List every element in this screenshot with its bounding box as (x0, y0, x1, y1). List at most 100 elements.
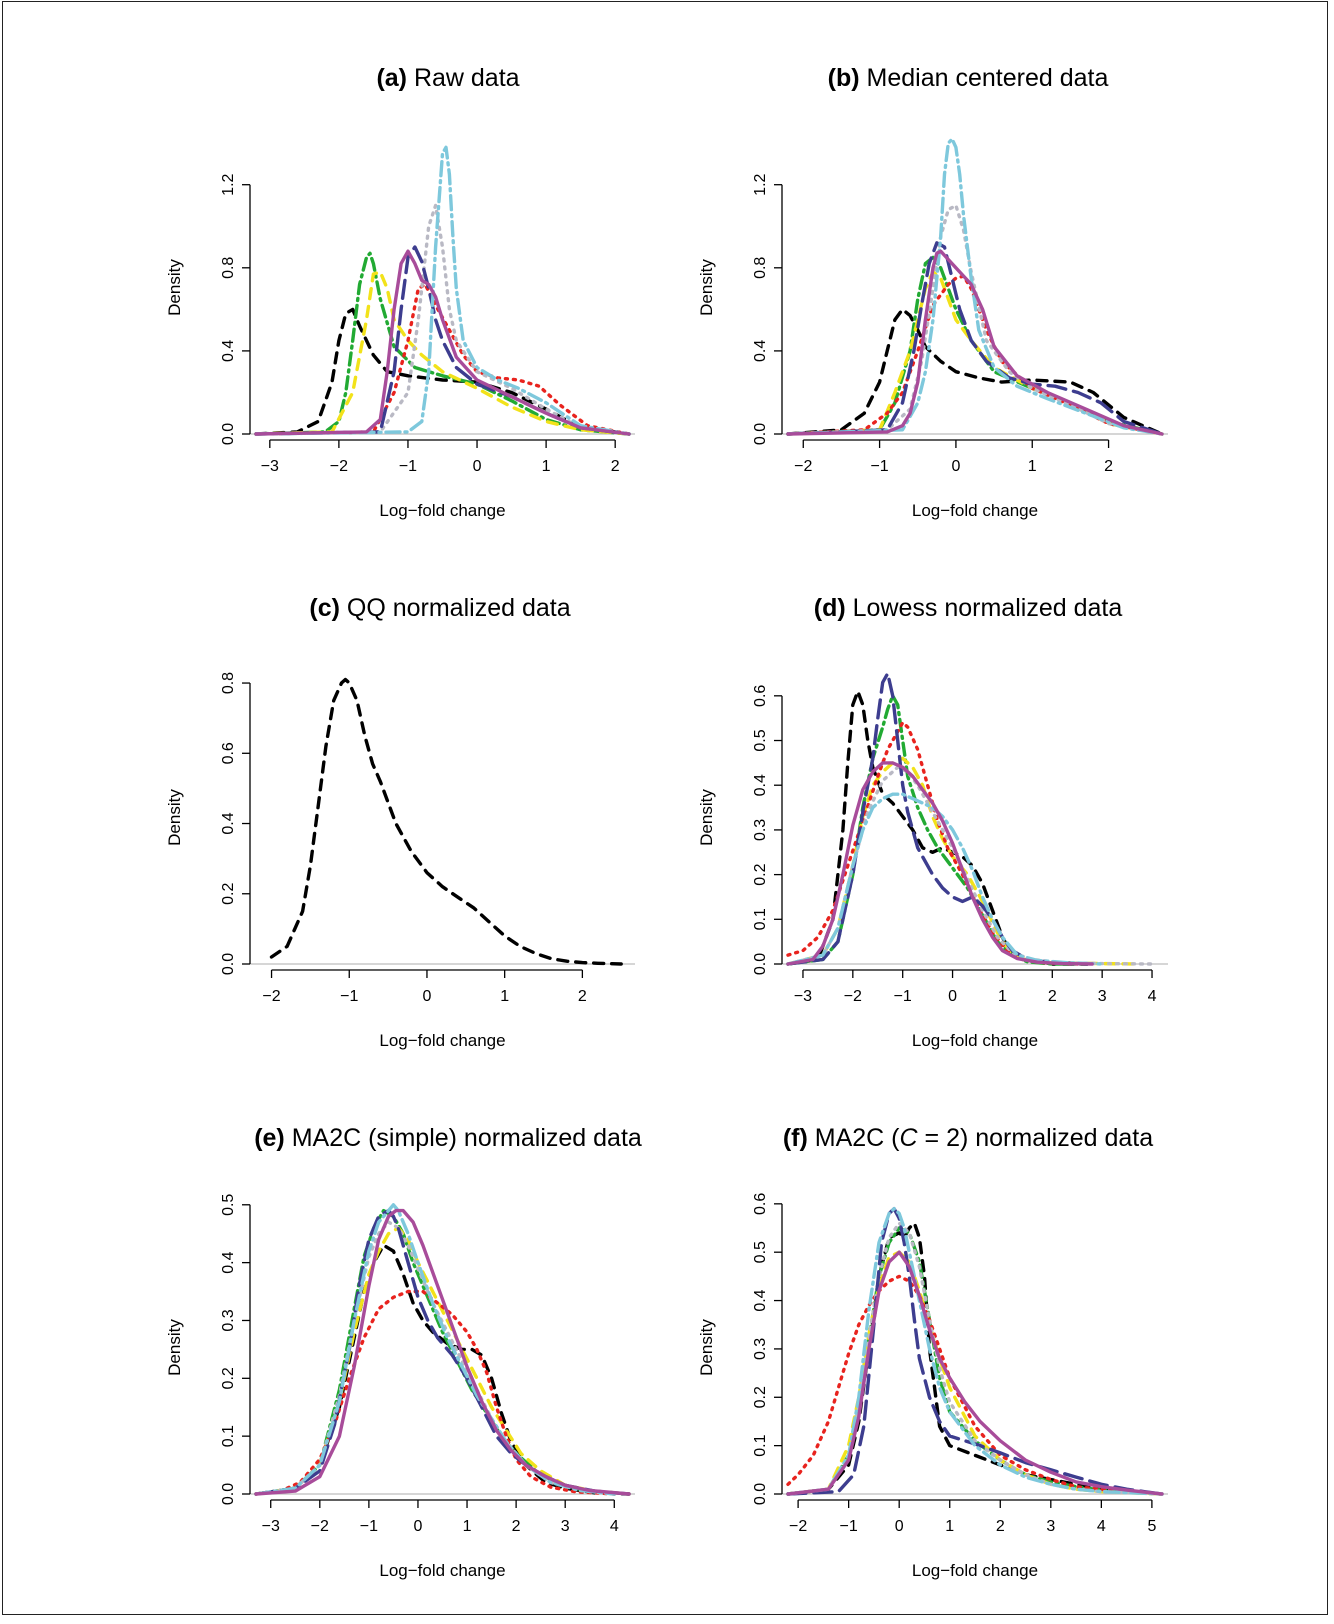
x-tick-label: −1 (360, 1518, 378, 1535)
chart-title-text: QQ normalized data (347, 594, 571, 622)
x-tick-label: 0 (473, 458, 482, 475)
chart-title: (f) MA2C (C = 2) normalized data (783, 1124, 1153, 1152)
chart-panel-0: (a) Raw data −3 −2 −1 0 1 2 0.0 0.4 0.8 1.2 Log−fol… (165, 64, 635, 520)
y-tick-label: 0.4 (220, 812, 237, 834)
y-tick-label: 0.8 (220, 672, 237, 694)
x-axis-label: Log−fold change (912, 501, 1038, 520)
y-tick-label: 0.6 (220, 742, 237, 764)
chart-panel-4: (e) MA2C (simple) normalized data −3 −2 −1 0… (165, 1124, 642, 1580)
y-tick-label: 0.6 (752, 1193, 769, 1215)
x-tick-label: 2 (611, 458, 620, 475)
y-tick-label: 0.0 (752, 423, 769, 445)
chart-title-tag: (f) (783, 1124, 815, 1152)
y-tick-label: 0.2 (220, 883, 237, 905)
y-tick-label: 0.0 (220, 1483, 237, 1505)
series-line-red-dotted (254, 282, 631, 436)
x-tick-label: 0 (423, 988, 432, 1005)
series-line-skyblue-dashdot (786, 137, 1164, 436)
x-tick-label: −1 (870, 458, 888, 475)
x-tick-label: 1 (998, 988, 1007, 1005)
chart-title: (a) Raw data (376, 64, 519, 92)
x-tick-label: 3 (1098, 988, 1107, 1005)
x-tick-label: −1 (894, 988, 912, 1005)
x-axis-label: Log−fold change (379, 1031, 505, 1050)
y-tick-label: 0.1 (220, 1425, 237, 1447)
y-tick-label: 1.2 (220, 173, 237, 195)
x-tick-label: 1 (542, 458, 551, 475)
series-line-grey-dotted (254, 203, 631, 436)
x-tick-label: 0 (951, 458, 960, 475)
x-tick-label: 2 (1048, 988, 1057, 1005)
chart-title-variable: C (900, 1124, 919, 1152)
x-tick-label: −2 (789, 1518, 807, 1535)
chart-title: (c) QQ normalized data (309, 594, 570, 622)
series-line-magenta-solid (786, 249, 1164, 436)
x-tick-label: 4 (1148, 988, 1157, 1005)
x-tick-label: −2 (844, 988, 862, 1005)
y-tick-label: 0.2 (752, 863, 769, 885)
x-tick-label: 1 (1028, 458, 1037, 475)
y-axis-label: Density (165, 789, 184, 846)
y-tick-label: 0.8 (220, 257, 237, 279)
y-axis-label: Density (697, 1319, 716, 1376)
x-axis-label: Log−fold change (379, 501, 505, 520)
series-line-magenta-solid (786, 1250, 1164, 1496)
series-line-yellow-dashed (254, 270, 631, 436)
y-tick-label: 0.0 (752, 953, 769, 975)
series-line-navy-longdash (786, 241, 1164, 436)
x-tick-label: 1 (945, 1518, 954, 1535)
x-tick-label: 4 (1097, 1518, 1106, 1535)
y-tick-label: 0.2 (752, 1386, 769, 1408)
y-axis-label: Density (165, 259, 184, 316)
series-line-green-dashdot (254, 251, 631, 436)
x-tick-label: −2 (330, 458, 348, 475)
x-axis-label: Log−fold change (912, 1031, 1038, 1050)
chart-title-text: MA2C ( (815, 1124, 900, 1152)
x-tick-label: 3 (561, 1518, 570, 1535)
series-line-red-dotted (254, 1289, 616, 1496)
series-line-red-dotted (786, 1274, 1164, 1496)
chart-title: (b) Median centered data (828, 64, 1109, 92)
series-line-yellow-dashed (254, 1226, 631, 1496)
y-tick-label: 0.0 (220, 423, 237, 445)
y-tick-label: 1.2 (752, 173, 769, 195)
x-tick-label: 1 (500, 988, 509, 1005)
y-tick-label: 0.3 (752, 819, 769, 841)
chart-title-tag: (b) (828, 64, 867, 92)
series-line-black-dashed (269, 677, 623, 966)
y-tick-label: 0.4 (220, 340, 237, 362)
y-tick-label: 0.4 (752, 340, 769, 362)
y-tick-label: 0.3 (220, 1309, 237, 1331)
y-tick-label: 0.5 (752, 1241, 769, 1263)
y-tick-label: 0.0 (220, 953, 237, 975)
x-tick-label: 2 (512, 1518, 521, 1535)
x-tick-label: −3 (794, 988, 812, 1005)
series-line-skyblue-dashdot (254, 145, 631, 436)
y-axis-label: Density (697, 789, 716, 846)
x-tick-label: 4 (610, 1518, 619, 1535)
x-tick-label: 2 (1104, 458, 1113, 475)
chart-panel-3: (d) Lowess normalized data −3 −2 −1 0 1 2 3 4 0.0… (697, 594, 1168, 1050)
chart-panel-2: (c) QQ normalized data −2 −1 0 1 2 0.0 0.2 0.4 0.… (165, 594, 635, 1050)
x-tick-label: 2 (996, 1518, 1005, 1535)
series-line-magenta-solid (786, 761, 1094, 966)
chart-title-text: Median centered data (867, 64, 1109, 92)
chart-title: (d) Lowess normalized data (814, 594, 1123, 622)
x-axis-label: Log−fold change (912, 1561, 1038, 1580)
y-tick-label: 0.6 (752, 685, 769, 707)
chart-title-text: Lowess normalized data (853, 594, 1123, 622)
chart-panel-5: (f) MA2C (C = 2) normalized data −2 −1 0 1 2 3… (697, 1124, 1168, 1580)
y-tick-label: 0.4 (220, 1251, 237, 1273)
chart-title-tag: (a) (376, 64, 414, 92)
x-tick-label: −1 (399, 458, 417, 475)
y-axis-label: Density (697, 259, 716, 316)
x-tick-label: 0 (414, 1518, 423, 1535)
x-tick-label: −2 (311, 1518, 329, 1535)
chart-title-tag: (e) (254, 1124, 292, 1152)
x-tick-label: 1 (463, 1518, 472, 1535)
chart-panel-1: (b) Median centered data −2 −1 0 1 2 0.0 0.4 0.8… (697, 64, 1168, 520)
x-tick-label: 5 (1147, 1518, 1156, 1535)
chart-title-text: MA2C (simple) normalized data (292, 1124, 642, 1152)
